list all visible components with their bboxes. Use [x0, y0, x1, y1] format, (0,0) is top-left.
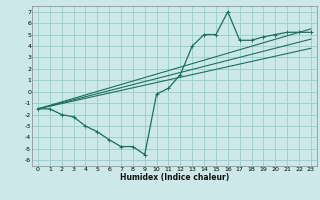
X-axis label: Humidex (Indice chaleur): Humidex (Indice chaleur) — [120, 173, 229, 182]
